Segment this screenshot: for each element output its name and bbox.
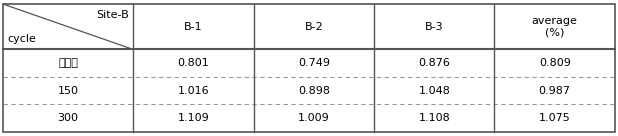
Text: B-2: B-2 (305, 22, 323, 32)
Text: 0.987: 0.987 (539, 86, 570, 96)
Text: 1.075: 1.075 (539, 113, 570, 123)
Text: 0.801: 0.801 (177, 58, 210, 68)
Text: 0.809: 0.809 (539, 58, 570, 68)
Text: 0.749: 0.749 (298, 58, 330, 68)
Text: 1.009: 1.009 (298, 113, 330, 123)
Text: cycle: cycle (7, 34, 36, 44)
Text: 0.898: 0.898 (298, 86, 330, 96)
Text: 초기값: 초기값 (58, 58, 78, 68)
Text: Site-B: Site-B (96, 10, 129, 20)
Text: B-1: B-1 (184, 22, 203, 32)
Text: average
(%): average (%) (531, 16, 578, 38)
Text: 1.048: 1.048 (418, 86, 451, 96)
Text: 1.108: 1.108 (418, 113, 450, 123)
Text: 1.109: 1.109 (177, 113, 210, 123)
Text: 150: 150 (57, 86, 78, 96)
Text: 1.016: 1.016 (177, 86, 210, 96)
Text: B-3: B-3 (425, 22, 444, 32)
Text: 0.876: 0.876 (418, 58, 451, 68)
Text: 300: 300 (57, 113, 78, 123)
